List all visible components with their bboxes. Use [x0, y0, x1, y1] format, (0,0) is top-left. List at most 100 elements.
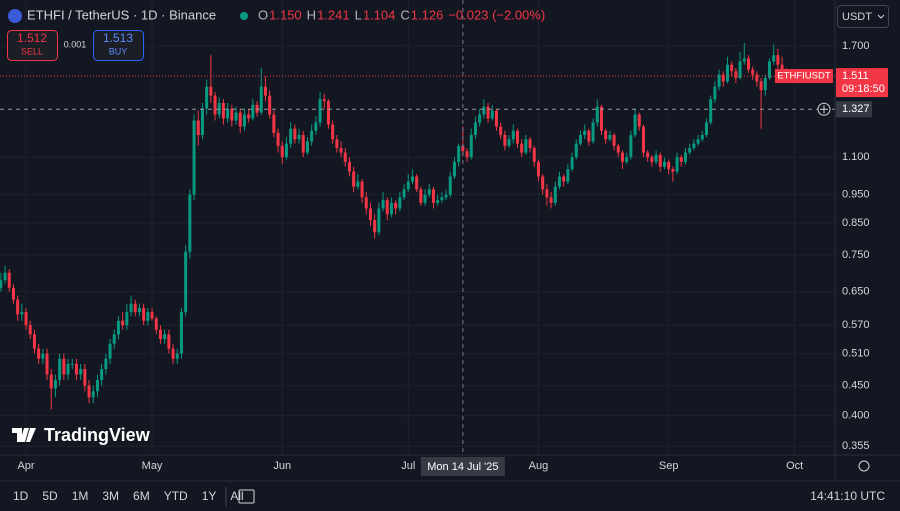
candle-body	[268, 95, 272, 115]
candle-body	[637, 114, 641, 127]
candle-body	[364, 197, 368, 209]
ohlc-value: 1.126	[411, 7, 444, 22]
candle-body	[444, 194, 448, 198]
candle-body	[121, 320, 125, 326]
candle-body	[116, 320, 120, 335]
candle-body	[545, 189, 549, 198]
candle-body	[482, 106, 486, 115]
candle-body	[377, 208, 381, 233]
watermark: TradingView	[44, 425, 151, 445]
candle-body	[305, 141, 309, 153]
candle-body	[318, 99, 322, 123]
date-range-icon[interactable]	[238, 489, 255, 504]
candle-body	[524, 139, 528, 153]
timeframe-button[interactable]: 1M	[72, 489, 89, 503]
candle-body	[381, 200, 385, 209]
candle-body	[423, 194, 427, 203]
candle-body	[343, 152, 347, 162]
candle-body	[289, 128, 293, 144]
candle-body	[196, 120, 200, 135]
candle-body	[58, 358, 62, 380]
candle-body	[87, 385, 91, 398]
crosshair-price: 1.327	[842, 103, 870, 115]
candle-body	[650, 157, 654, 162]
candle-body	[280, 145, 284, 158]
candle-body	[322, 99, 326, 102]
buy-button[interactable]	[93, 30, 144, 61]
last-price-box	[836, 68, 888, 98]
candle-body	[184, 251, 188, 313]
candle-body	[129, 303, 133, 313]
candle-body	[772, 55, 776, 62]
candle-body	[3, 272, 7, 281]
candle-body	[389, 202, 393, 215]
ohlc-label: C	[400, 7, 409, 22]
candle-body	[557, 176, 561, 187]
timeframe-button[interactable]: YTD	[164, 489, 188, 503]
candle-body	[410, 176, 414, 182]
candle-body	[494, 110, 498, 127]
candle-body	[549, 197, 553, 203]
candle-body	[440, 197, 444, 201]
candle-body	[53, 379, 57, 389]
sell-button[interactable]	[7, 30, 58, 61]
market-status	[240, 12, 248, 20]
y-tick-label: 0.355	[842, 440, 870, 452]
candle-body	[574, 143, 578, 158]
timeframe-button[interactable]: 3M	[102, 489, 119, 503]
candle-body	[616, 145, 620, 153]
candle-body	[24, 312, 28, 326]
candle-body	[767, 61, 771, 78]
plus-icon	[820, 105, 828, 114]
timeframe-button[interactable]: 5D	[42, 489, 58, 503]
candle-body	[776, 55, 780, 65]
candle-body	[713, 86, 717, 100]
candle-body	[742, 58, 746, 62]
candle-body	[528, 139, 532, 149]
candle-body	[591, 122, 595, 142]
candle-body	[251, 104, 255, 119]
candle-body	[171, 348, 175, 359]
candle-body	[612, 134, 616, 146]
logo	[12, 428, 36, 442]
candle-body	[276, 132, 280, 146]
candle-body	[490, 110, 494, 119]
candle-body	[688, 148, 692, 153]
buy-label: BUY	[109, 46, 128, 56]
candle-body	[7, 272, 11, 288]
candle-body	[158, 329, 162, 340]
crosshair-date: Mon 14 Jul '25	[427, 461, 498, 473]
candle-body	[0, 280, 3, 288]
candle-body	[532, 148, 536, 162]
candle-body	[314, 122, 318, 131]
candles	[0, 42, 788, 410]
y-tick-label: 0.510	[842, 348, 870, 360]
candle-body	[469, 134, 473, 158]
candle-body	[780, 64, 784, 73]
x-tick-label: Oct	[786, 460, 803, 472]
candle-body	[91, 391, 95, 398]
candle-body	[79, 369, 83, 375]
candle-body	[74, 363, 78, 375]
countdown: 09:18:50	[842, 83, 885, 95]
currency-select[interactable]	[837, 5, 889, 28]
ohlc: O 1.150 H 1.241 L 1.104 C 1.126	[258, 7, 443, 22]
symbol[interactable]: ETHFI / TetherUS · 1D · Binance	[27, 7, 216, 22]
candle-body	[179, 312, 183, 354]
candle-body	[398, 197, 402, 209]
crosshair-price-box	[836, 101, 872, 118]
currency: USDT	[842, 11, 872, 23]
candle-body	[66, 363, 70, 375]
settings-icon[interactable]	[858, 460, 870, 472]
buy-price: 1.513	[103, 31, 133, 45]
symbol-icon[interactable]	[8, 9, 22, 23]
timeframe-button[interactable]: 6M	[133, 489, 150, 503]
timeframe-button[interactable]: 1D	[13, 489, 29, 503]
timeframe-button[interactable]: All	[230, 489, 243, 503]
y-tick-label: 1.100	[842, 151, 870, 163]
last-price: 1.511	[842, 70, 869, 82]
candle-body	[32, 334, 36, 349]
candle-body	[436, 200, 440, 203]
timeframe-button[interactable]: 1Y	[202, 489, 217, 503]
